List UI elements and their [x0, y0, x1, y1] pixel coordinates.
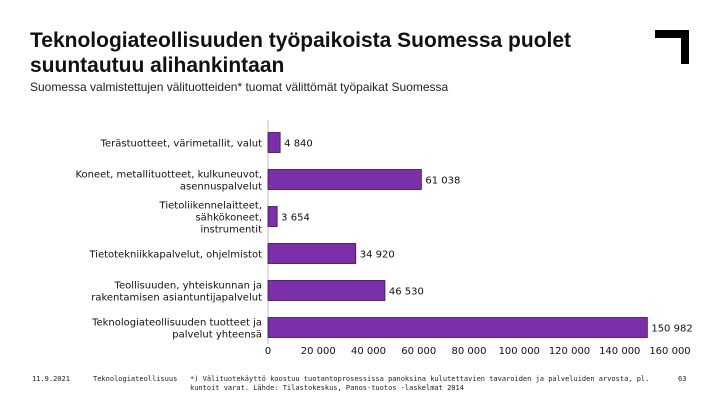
bar	[267, 169, 422, 190]
x-tick-label: 120 000	[549, 346, 590, 357]
bar	[267, 206, 278, 227]
category-label: Teknologiateollisuuden tuotteet ja	[91, 318, 262, 329]
category-label: asennuspalvelut	[180, 182, 262, 193]
category-label: instrumentit	[200, 225, 262, 236]
category-label: sähkökoneet,	[195, 213, 262, 224]
bar	[267, 243, 357, 264]
x-tick-label: 0	[265, 346, 271, 357]
page-title: Teknologiateollisuuden työpaikoista Suom…	[30, 29, 572, 77]
footer-organization: Teknologiateollisuus	[93, 375, 178, 383]
bar	[267, 280, 386, 301]
x-tick-label: 60 000	[401, 346, 436, 357]
footer-note: *) Välituotekäyttö koostuu tuotantoprose…	[190, 375, 650, 392]
bar	[267, 132, 281, 153]
x-tick-label: 160 000	[649, 346, 690, 357]
category-label: Koneet, metallituotteet, kulkuneuvot,	[75, 170, 262, 181]
data-label: 61 038	[425, 176, 460, 187]
x-tick-label: 80 000	[452, 346, 487, 357]
page-subtitle: Suomessa valmistettujen välituotteiden* …	[30, 80, 449, 94]
category-label: Tietotekniikkapalvelut, ohjelmistot	[88, 250, 262, 261]
data-label: 4 840	[284, 139, 313, 150]
corner-bracket-logo-icon	[655, 30, 689, 64]
x-tick-label: 20 000	[301, 346, 336, 357]
data-label: 34 920	[360, 250, 395, 261]
data-label: 150 982	[651, 324, 692, 335]
category-label: rakentamisen asiantuntijapalvelut	[91, 293, 262, 304]
category-label: palvelut yhteensä	[172, 330, 262, 341]
bar	[267, 317, 648, 338]
data-label: 3 654	[281, 213, 310, 224]
x-tick-label: 100 000	[499, 346, 540, 357]
category-label: Tietoliikennelaitteet,	[159, 201, 262, 212]
x-tick-label: 40 000	[351, 346, 386, 357]
footer-date: 11.9.2021	[32, 375, 70, 383]
category-label: Teollisuuden, yhteiskunnan ja	[114, 281, 262, 292]
data-label: 46 530	[389, 287, 424, 298]
category-label: Terästuotteet, värimetallit, valut	[100, 139, 262, 150]
x-tick-label: 140 000	[599, 346, 640, 357]
page-number: 63	[678, 375, 687, 383]
